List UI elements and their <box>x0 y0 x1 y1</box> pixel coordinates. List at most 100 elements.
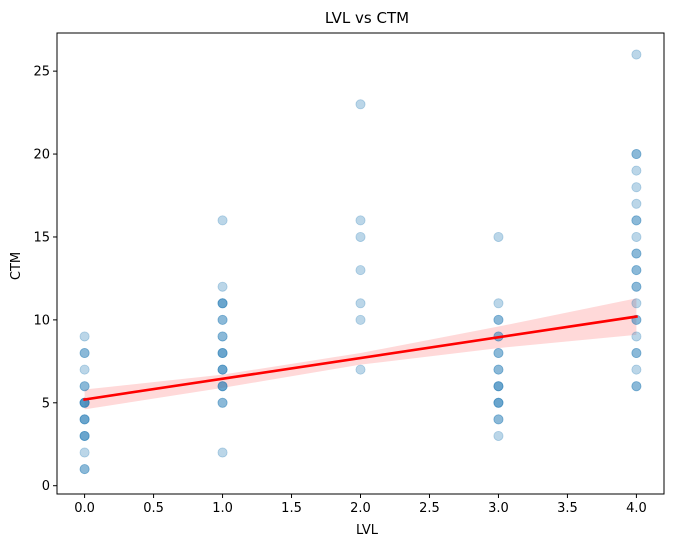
data-point <box>493 414 504 425</box>
data-point <box>217 381 228 392</box>
data-point <box>355 314 366 325</box>
data-point <box>631 348 642 359</box>
data-point <box>631 381 642 392</box>
y-axis: 0 5 10 15 20 25 <box>33 65 57 494</box>
data-point <box>493 381 504 392</box>
data-point <box>217 298 228 309</box>
x-tick-label: 2.5 <box>419 501 440 516</box>
plot-area <box>79 49 642 475</box>
data-point <box>79 348 90 359</box>
data-point <box>217 298 228 309</box>
x-tick-label: 3.0 <box>488 501 509 516</box>
y-tick-label: 25 <box>33 65 50 80</box>
confidence-band <box>84 298 637 410</box>
confidence-band-layer <box>84 298 637 410</box>
data-point <box>493 430 504 441</box>
data-point <box>493 231 504 242</box>
data-point <box>493 364 504 375</box>
data-point <box>631 281 642 292</box>
data-point <box>631 149 642 160</box>
data-point <box>631 215 642 226</box>
data-point <box>631 182 642 193</box>
regression-line <box>83 315 638 401</box>
data-point <box>631 149 642 160</box>
data-point <box>493 298 504 309</box>
data-point <box>355 265 366 276</box>
data-point <box>217 364 228 375</box>
x-axis-label: LVL <box>356 523 379 538</box>
y-tick-label: 10 <box>33 313 50 328</box>
point-layer <box>79 49 642 475</box>
data-point <box>217 215 228 226</box>
data-point <box>79 348 90 359</box>
data-point <box>217 314 228 325</box>
data-point <box>631 165 642 176</box>
data-point <box>631 49 642 60</box>
data-point <box>493 397 504 408</box>
data-point <box>355 231 366 242</box>
y-tick-label: 15 <box>33 230 50 245</box>
x-tick-label: 3.5 <box>557 501 578 516</box>
y-axis-label: CTM <box>9 252 24 280</box>
data-point <box>217 381 228 392</box>
data-point <box>493 314 504 325</box>
y-tick-label: 0 <box>42 479 50 494</box>
data-point <box>493 414 504 425</box>
regression-line-layer <box>83 315 638 401</box>
data-point <box>217 381 228 392</box>
data-point <box>217 348 228 359</box>
data-point <box>355 364 366 375</box>
data-point <box>631 348 642 359</box>
data-point <box>493 397 504 408</box>
x-tick-label: 4.0 <box>626 501 647 516</box>
data-point <box>79 430 90 441</box>
data-point <box>79 430 90 441</box>
data-point <box>79 414 90 425</box>
data-point <box>631 198 642 209</box>
data-point <box>355 99 366 110</box>
data-point <box>217 397 228 408</box>
data-point <box>79 381 90 392</box>
data-point <box>79 447 90 458</box>
data-point <box>493 348 504 359</box>
x-tick-label: 0.5 <box>143 501 164 516</box>
data-point <box>217 348 228 359</box>
data-point <box>631 298 642 309</box>
data-point <box>493 364 504 375</box>
x-tick-label: 0.0 <box>74 501 95 516</box>
data-point <box>217 298 228 309</box>
data-point <box>631 281 642 292</box>
data-point <box>217 364 228 375</box>
data-point <box>631 331 642 342</box>
x-axis: 0.0 0.5 1.0 1.5 2.0 2.5 3.0 3.5 4.0 <box>74 494 647 516</box>
chart-title: LVL vs CTM <box>325 9 409 27</box>
data-point <box>355 298 366 309</box>
data-point <box>79 414 90 425</box>
data-point <box>493 381 504 392</box>
data-point <box>79 331 90 342</box>
data-point <box>217 331 228 342</box>
data-point <box>217 447 228 458</box>
data-point <box>79 464 90 475</box>
data-point <box>217 314 228 325</box>
data-point <box>79 381 90 392</box>
data-point <box>79 430 90 441</box>
x-tick-label: 2.0 <box>350 501 371 516</box>
data-point <box>631 364 642 375</box>
x-tick-label: 1.5 <box>281 501 302 516</box>
x-tick-label: 1.0 <box>212 501 233 516</box>
data-point <box>631 265 642 276</box>
y-tick-label: 5 <box>42 396 50 411</box>
data-point <box>217 364 228 375</box>
y-tick-label: 20 <box>33 148 50 163</box>
data-point <box>493 348 504 359</box>
data-point <box>493 314 504 325</box>
data-point <box>631 215 642 226</box>
data-point <box>631 231 642 242</box>
data-point <box>631 381 642 392</box>
data-point <box>217 348 228 359</box>
data-point <box>79 414 90 425</box>
data-point <box>493 397 504 408</box>
